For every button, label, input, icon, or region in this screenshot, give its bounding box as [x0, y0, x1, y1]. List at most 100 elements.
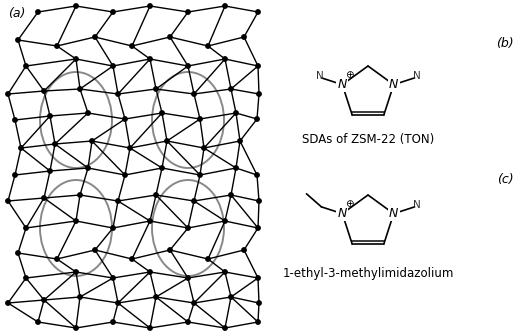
- Circle shape: [78, 87, 82, 91]
- Circle shape: [24, 64, 28, 68]
- Circle shape: [256, 320, 260, 324]
- Circle shape: [186, 320, 190, 324]
- Text: N: N: [412, 71, 420, 81]
- Text: N: N: [338, 207, 347, 220]
- Circle shape: [198, 173, 202, 177]
- Circle shape: [168, 35, 172, 39]
- Circle shape: [55, 44, 59, 48]
- Circle shape: [238, 139, 242, 143]
- Circle shape: [36, 320, 40, 324]
- Circle shape: [48, 169, 52, 173]
- Circle shape: [74, 219, 78, 223]
- Text: N: N: [389, 78, 398, 91]
- Text: $\oplus$: $\oplus$: [346, 198, 355, 209]
- Circle shape: [111, 64, 115, 68]
- Circle shape: [55, 257, 59, 261]
- Circle shape: [257, 199, 261, 203]
- Circle shape: [154, 87, 158, 91]
- Circle shape: [257, 301, 261, 305]
- Text: $\oplus$: $\oplus$: [346, 69, 355, 80]
- Circle shape: [234, 111, 238, 115]
- Circle shape: [111, 276, 115, 280]
- Circle shape: [202, 146, 206, 150]
- Text: (b): (b): [496, 37, 514, 50]
- Circle shape: [160, 166, 164, 170]
- Circle shape: [13, 118, 17, 122]
- Circle shape: [13, 173, 17, 177]
- Text: (c): (c): [497, 173, 514, 186]
- Text: 1-ethyl-3-methylimidazolium: 1-ethyl-3-methylimidazolium: [282, 267, 454, 280]
- Circle shape: [6, 301, 10, 305]
- Circle shape: [116, 92, 120, 96]
- Circle shape: [148, 270, 152, 274]
- Circle shape: [242, 248, 246, 252]
- Circle shape: [42, 89, 46, 93]
- Circle shape: [130, 257, 134, 261]
- Circle shape: [229, 87, 233, 91]
- Circle shape: [36, 10, 40, 14]
- Circle shape: [111, 226, 115, 230]
- Circle shape: [78, 295, 82, 299]
- Circle shape: [116, 199, 120, 203]
- Circle shape: [154, 193, 158, 197]
- Circle shape: [16, 38, 20, 42]
- Circle shape: [24, 226, 28, 230]
- Circle shape: [192, 92, 196, 96]
- Circle shape: [90, 139, 94, 143]
- Text: N: N: [389, 207, 398, 220]
- Circle shape: [130, 44, 134, 48]
- Circle shape: [186, 64, 190, 68]
- Circle shape: [24, 276, 28, 280]
- Circle shape: [154, 295, 158, 299]
- Circle shape: [256, 10, 260, 14]
- Circle shape: [148, 4, 152, 8]
- Circle shape: [206, 44, 210, 48]
- Circle shape: [123, 117, 127, 121]
- Circle shape: [206, 257, 210, 261]
- Circle shape: [223, 270, 227, 274]
- Circle shape: [257, 92, 261, 96]
- Circle shape: [148, 219, 152, 223]
- Circle shape: [19, 146, 23, 150]
- Circle shape: [229, 295, 233, 299]
- Circle shape: [256, 64, 260, 68]
- Circle shape: [74, 4, 78, 8]
- Circle shape: [223, 326, 227, 330]
- Circle shape: [6, 92, 10, 96]
- Circle shape: [165, 139, 169, 143]
- Circle shape: [74, 326, 78, 330]
- Circle shape: [223, 4, 227, 8]
- Circle shape: [198, 117, 202, 121]
- Circle shape: [123, 173, 127, 177]
- Circle shape: [192, 199, 196, 203]
- Text: N: N: [338, 78, 347, 91]
- Circle shape: [229, 193, 233, 197]
- Text: (a): (a): [8, 7, 26, 20]
- Circle shape: [86, 166, 90, 170]
- Circle shape: [93, 35, 97, 39]
- Circle shape: [111, 320, 115, 324]
- Circle shape: [111, 10, 115, 14]
- Circle shape: [255, 173, 259, 177]
- Circle shape: [6, 199, 10, 203]
- Circle shape: [186, 10, 190, 14]
- Circle shape: [223, 57, 227, 61]
- Circle shape: [186, 226, 190, 230]
- Circle shape: [42, 298, 46, 302]
- Circle shape: [168, 248, 172, 252]
- Circle shape: [74, 57, 78, 61]
- Circle shape: [86, 111, 90, 115]
- Text: SDAs of ZSM-22 (TON): SDAs of ZSM-22 (TON): [302, 133, 434, 146]
- Circle shape: [53, 142, 57, 146]
- Circle shape: [255, 117, 259, 121]
- Circle shape: [192, 301, 196, 305]
- Circle shape: [223, 219, 227, 223]
- Circle shape: [234, 166, 238, 170]
- Circle shape: [128, 146, 132, 150]
- Text: N: N: [316, 71, 323, 81]
- Circle shape: [78, 193, 82, 197]
- Circle shape: [42, 196, 46, 200]
- Circle shape: [48, 114, 52, 118]
- Circle shape: [242, 35, 246, 39]
- Circle shape: [148, 57, 152, 61]
